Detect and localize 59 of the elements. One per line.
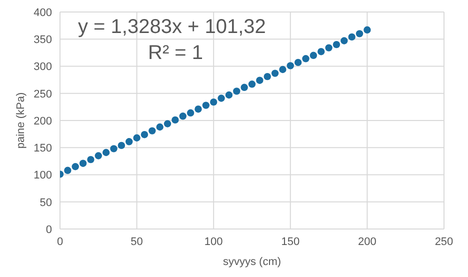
y-tick-label: 250 [34, 88, 52, 100]
x-tick-label: 50 [130, 236, 143, 248]
point [210, 98, 218, 106]
point [356, 30, 364, 38]
point [194, 106, 202, 113]
point [325, 44, 332, 52]
y-tick-label: 0 [46, 224, 52, 236]
x-axis-title: syvyys (cm) [222, 256, 282, 268]
point [348, 33, 356, 41]
point [79, 160, 87, 167]
point [94, 152, 102, 160]
point [302, 55, 310, 62]
point [233, 88, 240, 95]
y-tick-label: 200 [34, 115, 52, 128]
point [126, 138, 133, 146]
point [133, 134, 140, 142]
point [225, 91, 233, 99]
x-tick-label: 250 [434, 236, 454, 248]
point [110, 145, 118, 152]
point [87, 156, 94, 164]
point [310, 52, 318, 59]
y-tick-label: 350 [34, 34, 52, 46]
y-tick-label: 50 [40, 196, 52, 209]
annotation: y = 1,3283x + 101,32 [78, 16, 266, 39]
y-tick-label: 300 [34, 61, 52, 74]
point [248, 80, 256, 88]
point [172, 116, 179, 124]
point [318, 48, 325, 56]
point [164, 120, 172, 128]
y-axis-title: paine (kPa) [14, 92, 27, 149]
point [72, 163, 79, 170]
point [240, 84, 248, 92]
point [140, 131, 148, 138]
x-tick-label: 100 [204, 236, 223, 248]
point [148, 127, 156, 134]
point [64, 166, 72, 174]
point [279, 66, 286, 74]
y-tick-label: 100 [34, 170, 52, 182]
x-tick-label: 150 [281, 236, 300, 248]
y-tick-label: 150 [34, 142, 52, 155]
point [364, 26, 371, 34]
point [202, 102, 210, 109]
annotation: R² = 1 [148, 42, 204, 65]
point [340, 37, 348, 44]
y-tick-label: 400 [34, 6, 52, 19]
point [264, 72, 271, 80]
point [218, 94, 225, 102]
point [286, 62, 294, 70]
point [118, 142, 126, 150]
point [156, 123, 164, 131]
point [179, 112, 186, 120]
point [332, 40, 340, 48]
point [102, 148, 110, 156]
point [186, 109, 194, 117]
x-tick-label: 0 [56, 236, 64, 248]
point [256, 76, 264, 84]
point [271, 70, 279, 77]
point [294, 58, 302, 66]
x-tick-label: 200 [358, 236, 376, 248]
